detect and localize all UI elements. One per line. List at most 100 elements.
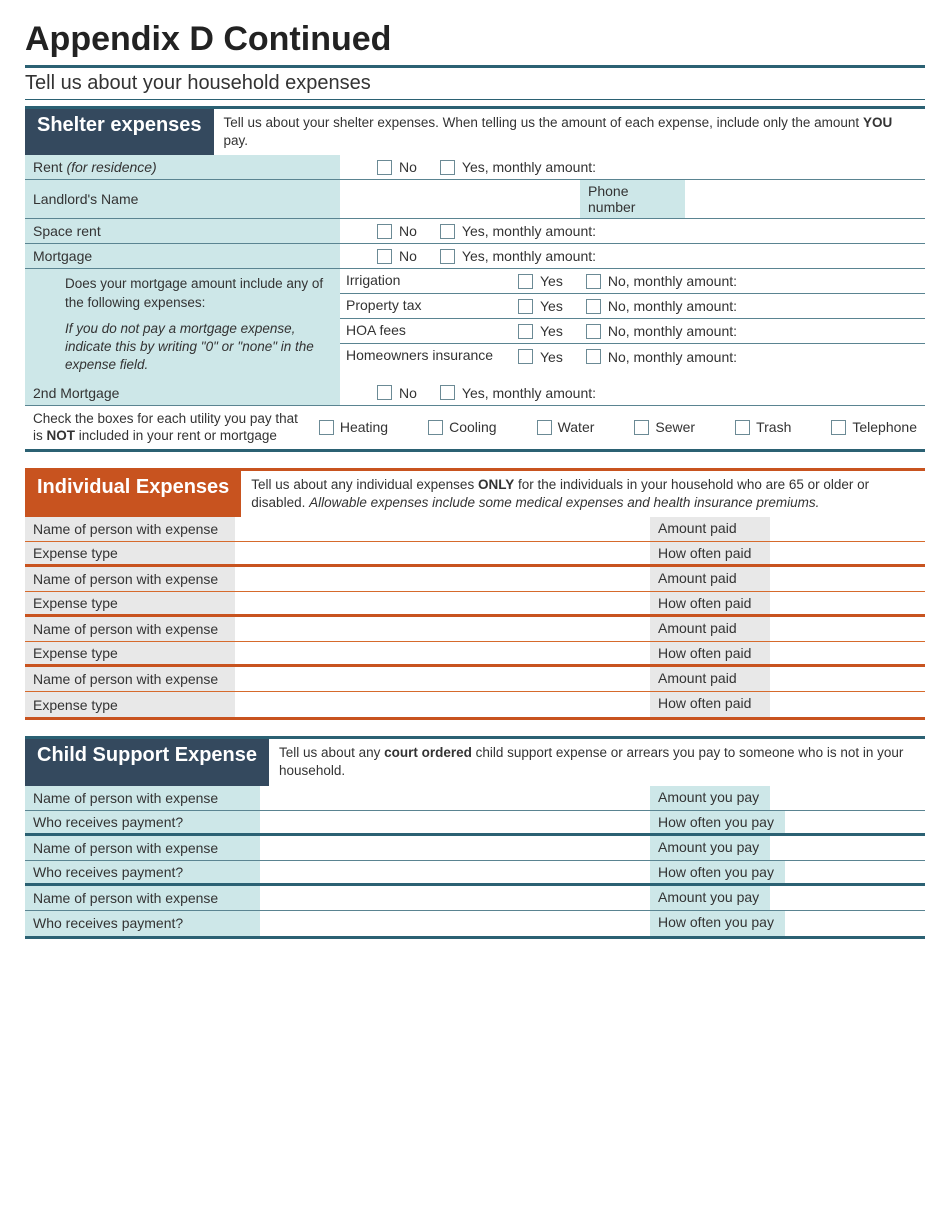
child-amount-label: Amount you pay <box>650 786 770 810</box>
ind-desc-pre: Tell us about any individual expenses <box>251 477 478 492</box>
ind-name-label: Name of person with expense <box>25 567 235 591</box>
shelter-desc-pre: Tell us about your shelter expenses. Whe… <box>224 115 863 130</box>
mortgage-sub-label: Irrigation <box>340 269 510 293</box>
mortgage-sub-yes-label: Yes <box>540 349 563 365</box>
mortgage-no-checkbox[interactable] <box>377 249 392 264</box>
ind-amount-label: Amount paid <box>650 517 770 541</box>
mortgage-sub-no-label: No, monthly amount: <box>608 323 737 339</box>
second-mortgage-no-checkbox[interactable] <box>377 385 392 400</box>
rent-no-checkbox[interactable] <box>377 160 392 175</box>
second-mortgage-yes-checkbox[interactable] <box>440 385 455 400</box>
utility-label: Heating <box>340 419 388 435</box>
rent-yes-label: Yes, monthly amount: <box>462 159 596 175</box>
mortgage-sub-no-checkbox[interactable] <box>586 349 601 364</box>
rent-yes-checkbox[interactable] <box>440 160 455 175</box>
utility-checkbox[interactable] <box>319 420 334 435</box>
mortgage-sub-yes-checkbox[interactable] <box>518 324 533 339</box>
ind-amount-label: Amount paid <box>650 567 770 591</box>
child-often-label: How often you pay <box>650 911 785 936</box>
mortgage-sub-label: HOA fees <box>340 319 510 343</box>
shelter-desc: Tell us about your shelter expenses. Whe… <box>214 109 925 155</box>
ind-desc-ital: Allowable expenses include some medical … <box>309 495 819 510</box>
ind-name-label: Name of person with expense <box>25 667 235 691</box>
mortgage-sub-yes-label: Yes <box>540 323 563 339</box>
landlord-content: Phone number <box>340 180 925 218</box>
page-subtitle: Tell us about your household expenses <box>25 65 925 100</box>
ind-often-label: How often paid <box>650 542 770 564</box>
ind-name-label: Name of person with expense <box>25 617 235 641</box>
util-bold: NOT <box>47 428 76 443</box>
second-mortgage-yes-label: Yes, monthly amount: <box>462 385 596 401</box>
utility-checkbox[interactable] <box>428 420 443 435</box>
utility-checkbox[interactable] <box>537 420 552 435</box>
rent-no-label: No <box>399 159 417 175</box>
mortgage-label: Mortgage <box>25 244 340 268</box>
second-mortgage-no-label: No <box>399 385 417 401</box>
mortgage-note: If you do not pay a mortgage expense, in… <box>65 320 330 375</box>
second-mortgage-content: No Yes, monthly amount: <box>340 381 925 405</box>
mortgage-sub-yes-checkbox[interactable] <box>518 299 533 314</box>
individual-desc: Tell us about any individual expenses ON… <box>241 471 925 517</box>
shelter-section: Shelter expenses Tell us about your shel… <box>25 106 925 452</box>
individual-tab: Individual Expenses <box>25 471 241 517</box>
mortgage-sub-yes-checkbox[interactable] <box>518 274 533 289</box>
child-who-label: Who receives payment? <box>25 811 260 833</box>
shelter-tab: Shelter expenses <box>25 109 214 155</box>
child-name-label: Name of person with expense <box>25 836 260 860</box>
util-post: included in your rent or mortgage <box>75 428 277 443</box>
mortgage-sub-no-label: No, monthly amount: <box>608 349 737 365</box>
mortgage-yes-checkbox[interactable] <box>440 249 455 264</box>
rent-content: No Yes, monthly amount: <box>340 155 925 179</box>
individual-section: Individual Expenses Tell us about any in… <box>25 468 925 720</box>
ind-often-label: How often paid <box>650 642 770 664</box>
page-title: Appendix D Continued <box>25 20 925 59</box>
child-who-label: Who receives payment? <box>25 861 260 883</box>
utility-label: Trash <box>756 419 791 435</box>
ind-often-label: How often paid <box>650 692 770 717</box>
child-desc: Tell us about any court ordered child su… <box>269 739 925 785</box>
mortgage-sub-content: Yes No, monthly amount: <box>510 269 925 293</box>
utilities-instruction: Check the boxes for each utility you pay… <box>33 410 313 445</box>
ind-amount-label: Amount paid <box>650 667 770 691</box>
mortgage-sub-no-checkbox[interactable] <box>586 274 601 289</box>
mortgage-question: Does your mortgage amount include any of… <box>65 275 330 311</box>
landlord-label: Landlord's Name <box>25 180 340 218</box>
ind-type-label: Expense type <box>25 692 235 717</box>
rent-label: Rent (for residence) <box>25 155 340 179</box>
child-name-label: Name of person with expense <box>25 786 260 810</box>
mortgage-sub-yes-label: Yes <box>540 273 563 289</box>
utility-checkbox[interactable] <box>735 420 750 435</box>
mortgage-sub-no-checkbox[interactable] <box>586 324 601 339</box>
utility-checkbox[interactable] <box>634 420 649 435</box>
mortgage-sub-label: Homeowners insurance <box>340 344 510 369</box>
shelter-desc-bold: YOU <box>863 115 892 130</box>
child-often-label: How often you pay <box>650 861 785 883</box>
mortgage-no-label: No <box>399 248 417 264</box>
mortgage-sub-label: Property tax <box>340 294 510 318</box>
ind-type-label: Expense type <box>25 592 235 614</box>
child-desc-pre: Tell us about any <box>279 745 384 760</box>
ind-name-label: Name of person with expense <box>25 517 235 541</box>
child-amount-label: Amount you pay <box>650 886 770 910</box>
mortgage-sub-no-checkbox[interactable] <box>586 299 601 314</box>
child-name-label: Name of person with expense <box>25 886 260 910</box>
ind-type-label: Expense type <box>25 542 235 564</box>
space-rent-content: No Yes, monthly amount: <box>340 219 925 243</box>
mortgage-sub-content: Yes No, monthly amount: <box>510 319 925 343</box>
mortgage-sub-no-label: No, monthly amount: <box>608 298 737 314</box>
child-desc-bold: court ordered <box>384 745 472 760</box>
mortgage-sub-no-label: No, monthly amount: <box>608 273 737 289</box>
child-support-section: Child Support Expense Tell us about any … <box>25 736 925 938</box>
ind-desc-bold: ONLY <box>478 477 514 492</box>
utility-label: Water <box>558 419 595 435</box>
utility-checkbox[interactable] <box>831 420 846 435</box>
ind-amount-label: Amount paid <box>650 617 770 641</box>
space-no-checkbox[interactable] <box>377 224 392 239</box>
space-yes-checkbox[interactable] <box>440 224 455 239</box>
phone-label: Phone number <box>580 180 685 218</box>
mortgage-yes-label: Yes, monthly amount: <box>462 248 596 264</box>
second-mortgage-label: 2nd Mortgage <box>25 381 340 405</box>
mortgage-sub-yes-checkbox[interactable] <box>518 349 533 364</box>
mortgage-sub-yes-label: Yes <box>540 298 563 314</box>
utility-label: Sewer <box>655 419 695 435</box>
